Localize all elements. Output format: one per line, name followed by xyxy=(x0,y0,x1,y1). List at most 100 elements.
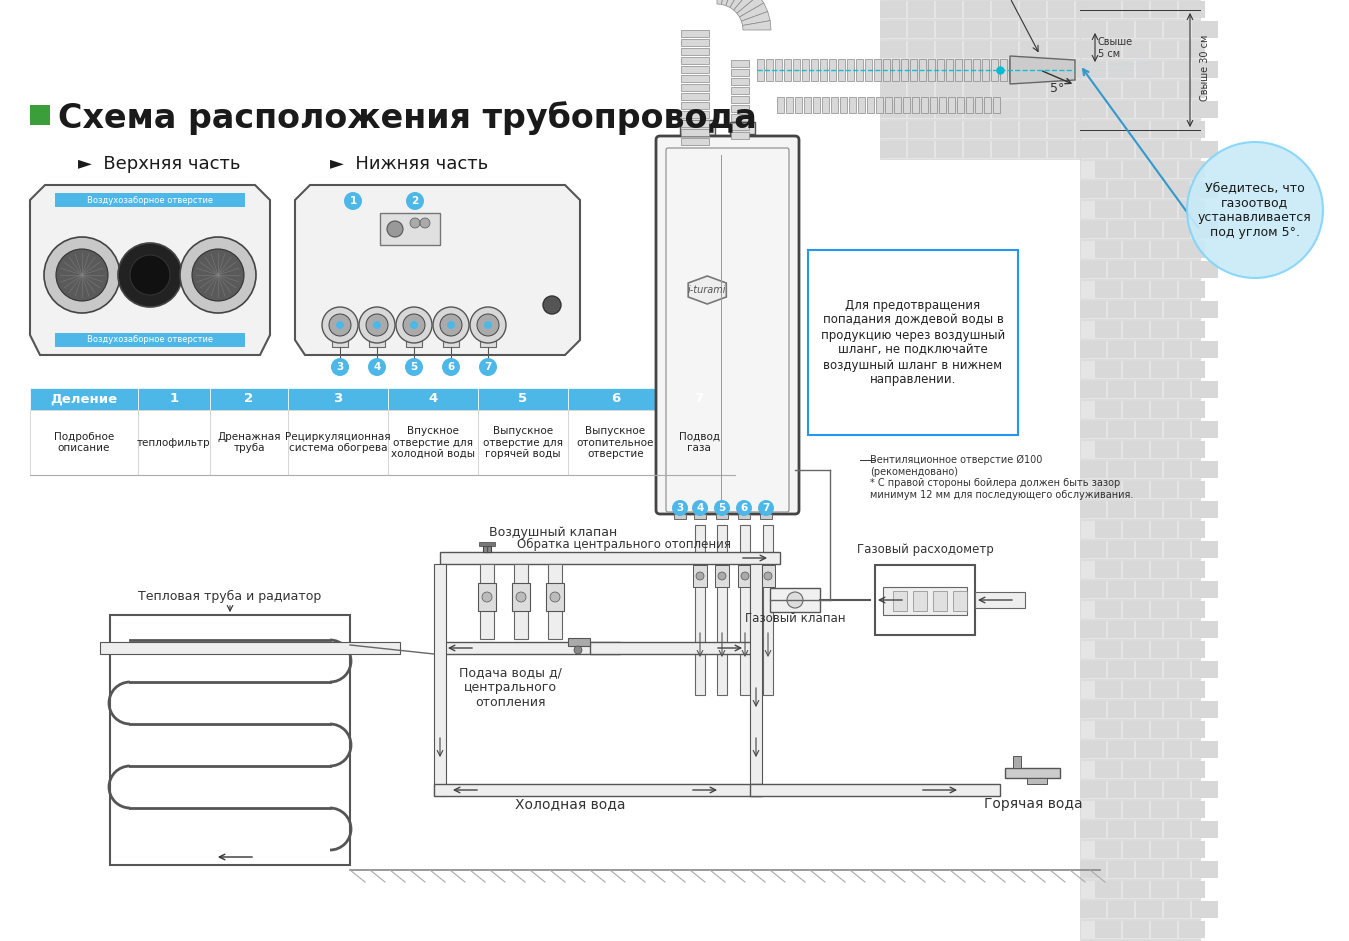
Bar xyxy=(1122,921,1149,938)
Bar xyxy=(1193,221,1218,238)
Bar xyxy=(880,81,907,98)
Bar xyxy=(1151,321,1176,338)
Bar xyxy=(1077,21,1102,38)
Bar xyxy=(1108,21,1135,38)
Bar xyxy=(1081,680,1201,699)
Bar xyxy=(1193,501,1218,518)
Bar xyxy=(880,140,1081,159)
Bar xyxy=(1020,1,1045,18)
Bar xyxy=(1081,40,1201,59)
Circle shape xyxy=(484,321,492,329)
Bar xyxy=(1164,301,1190,318)
Bar xyxy=(1151,241,1176,258)
Bar xyxy=(715,565,728,587)
Bar xyxy=(1122,481,1149,498)
Circle shape xyxy=(368,358,386,376)
Circle shape xyxy=(550,592,560,602)
Bar xyxy=(857,59,863,81)
Bar xyxy=(1179,881,1205,898)
Bar xyxy=(1193,901,1218,918)
Bar xyxy=(1179,121,1205,138)
Polygon shape xyxy=(734,0,758,13)
Bar xyxy=(757,59,764,81)
Bar xyxy=(1151,441,1176,458)
Bar xyxy=(1081,101,1106,118)
Bar xyxy=(1122,361,1149,378)
Bar xyxy=(1095,401,1121,418)
Bar xyxy=(1164,141,1190,158)
Bar xyxy=(908,81,934,98)
Bar xyxy=(1081,740,1201,759)
Bar xyxy=(1095,441,1121,458)
Bar xyxy=(1095,81,1121,98)
Circle shape xyxy=(387,221,403,237)
Text: Воздухозаборное отверстие: Воздухозаборное отверстие xyxy=(86,336,213,344)
Bar xyxy=(893,591,907,611)
Bar xyxy=(30,105,50,125)
Bar xyxy=(1179,521,1205,538)
Circle shape xyxy=(741,572,749,580)
Bar xyxy=(568,638,590,646)
Bar xyxy=(1048,101,1074,118)
Bar xyxy=(1081,381,1106,398)
Bar xyxy=(1151,361,1176,378)
Bar xyxy=(1095,801,1121,818)
Bar xyxy=(880,21,907,38)
Bar xyxy=(992,1,1018,18)
Bar xyxy=(1193,581,1218,598)
Bar xyxy=(1136,301,1161,318)
Bar xyxy=(55,333,246,347)
Bar xyxy=(1193,541,1218,558)
Bar xyxy=(1136,581,1161,598)
Bar xyxy=(1081,760,1201,779)
Bar xyxy=(1081,260,1201,279)
Bar xyxy=(908,101,934,118)
Text: 7: 7 xyxy=(484,362,491,372)
Bar xyxy=(1136,781,1161,798)
Bar xyxy=(1108,861,1135,878)
Bar xyxy=(681,84,710,90)
Bar xyxy=(1193,861,1218,878)
Polygon shape xyxy=(688,276,726,304)
Bar xyxy=(880,101,907,118)
Bar xyxy=(1081,860,1201,879)
Bar xyxy=(1081,61,1106,78)
Polygon shape xyxy=(742,21,772,30)
Bar xyxy=(1108,101,1135,118)
Bar xyxy=(548,564,563,639)
Bar xyxy=(1179,281,1205,298)
Bar xyxy=(1193,741,1218,758)
Bar xyxy=(1193,61,1218,78)
Bar xyxy=(480,564,494,639)
Bar xyxy=(1164,461,1190,478)
Bar xyxy=(820,59,827,81)
Bar xyxy=(1095,281,1121,298)
Bar xyxy=(1108,341,1135,358)
Bar xyxy=(1122,121,1149,138)
Bar xyxy=(332,335,348,347)
Bar xyxy=(992,81,1018,98)
Bar xyxy=(1151,881,1176,898)
Circle shape xyxy=(672,500,688,516)
Text: 6: 6 xyxy=(448,362,455,372)
Text: 1: 1 xyxy=(349,196,356,206)
Bar xyxy=(982,59,989,81)
Bar xyxy=(1020,81,1045,98)
Bar xyxy=(936,81,962,98)
Bar xyxy=(731,69,749,75)
Bar xyxy=(1108,61,1135,78)
Bar xyxy=(965,21,990,38)
Bar xyxy=(1108,741,1135,758)
Bar xyxy=(880,141,907,158)
Bar xyxy=(716,514,728,519)
Text: 5: 5 xyxy=(410,362,418,372)
Bar xyxy=(1081,300,1201,319)
Bar xyxy=(966,97,973,113)
Circle shape xyxy=(469,307,506,343)
Bar xyxy=(975,592,1025,608)
Bar xyxy=(1077,101,1102,118)
Bar xyxy=(1136,261,1161,278)
Bar xyxy=(1164,661,1190,678)
Bar xyxy=(674,514,687,519)
Bar xyxy=(795,97,801,113)
